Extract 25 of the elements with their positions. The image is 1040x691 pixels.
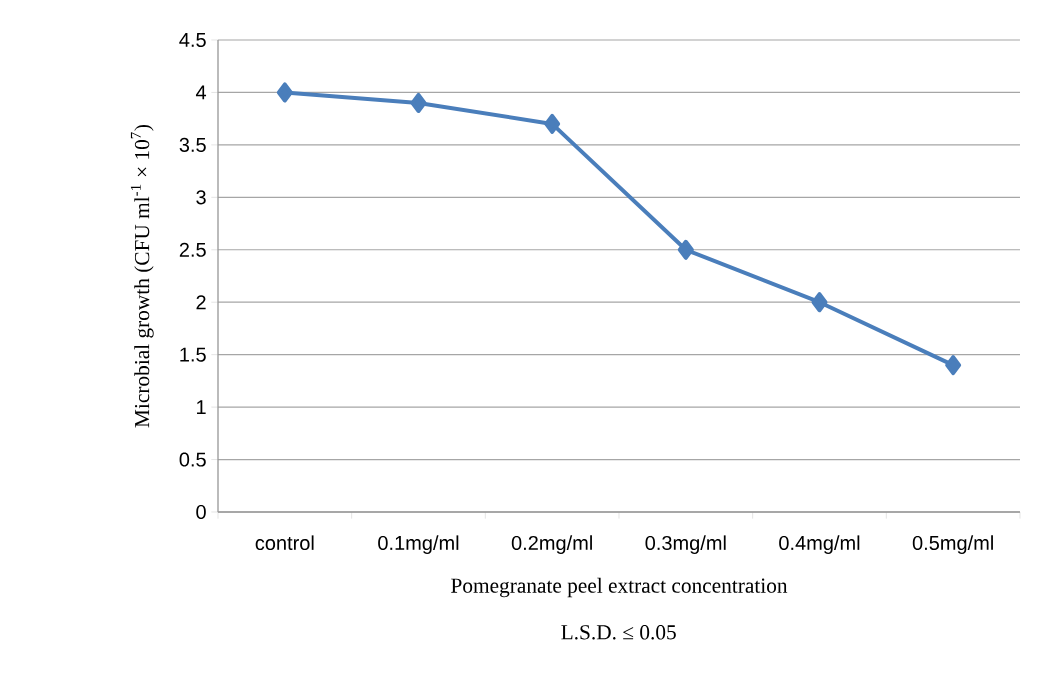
y-tick-label: 4 <box>195 85 207 100</box>
y-tick-label: 0 <box>196 504 206 520</box>
point <box>811 292 828 313</box>
text: L.S.D. ≤ 0.05 <box>561 625 676 640</box>
y-tick-label: 3.5 <box>179 137 206 152</box>
x-tick-label: 0.1mg/ml <box>378 535 459 554</box>
point <box>945 355 962 376</box>
point <box>276 82 293 103</box>
x-tick-label: 0.4mg/ml <box>779 535 860 554</box>
x-tick-label: control <box>255 535 314 551</box>
y-tick-label: 2 <box>196 295 206 310</box>
x-tick-label: 0.5mg/ml <box>912 535 993 554</box>
y-tick-label: 1 <box>197 400 206 414</box>
y-axis-title: Microbial growth (CFU ml$^{-1}$ × 10$^{7}$) <box>130 124 154 428</box>
x-tick-label: 0.2mg/ml <box>511 535 592 554</box>
y-tick-label: 3 <box>196 190 206 205</box>
x-tick-label: 0.3mg/ml <box>645 535 726 554</box>
y-tick-label: 4.5 <box>179 33 206 47</box>
y-tick-label: 2.5 <box>179 242 206 257</box>
y-tick-label: 0.5 <box>179 452 206 467</box>
y-tick-label: 1.5 <box>180 347 206 362</box>
x-axis-title: Pomegranate peel extract concentration <box>451 577 788 598</box>
point <box>410 92 427 113</box>
point <box>544 113 561 134</box>
point <box>677 239 694 260</box>
